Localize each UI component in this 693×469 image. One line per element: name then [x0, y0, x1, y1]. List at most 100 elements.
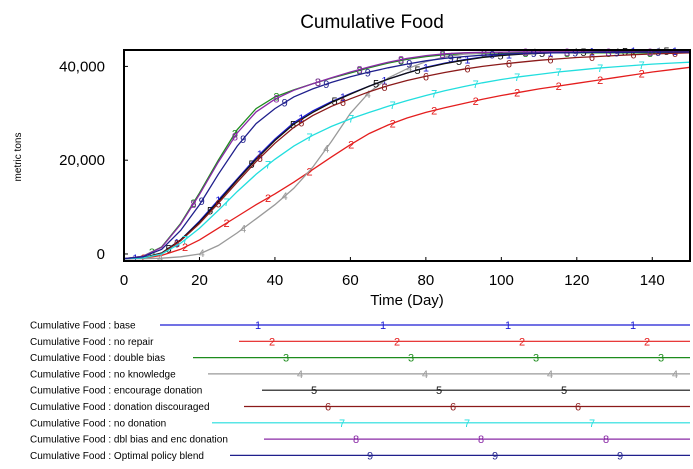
series-marker: 4 [157, 253, 163, 265]
series-marker: 6 [257, 153, 263, 165]
series-marker: 2 [473, 96, 479, 108]
series-7: 7 7 7 7 7 7 7 7 7 7 7 7 [123, 60, 691, 260]
legend-label: Cumulative Food : no donation [30, 418, 166, 429]
legend-marker: 3 [658, 353, 664, 365]
series-marker: 5 [415, 65, 421, 77]
legend-marker: 5 [561, 385, 567, 397]
series-marker: 2 [182, 242, 188, 254]
series-marker: 6 [506, 58, 512, 70]
legend-label: Cumulative Food : donation discouraged [30, 402, 210, 413]
series-marker: 6 [174, 238, 180, 250]
axes: 0 20 40 60 80 100 120 140 0 20,000 40,000 [59, 58, 665, 289]
legend-marker: 1 [505, 320, 511, 332]
series-marker: 8 [190, 199, 196, 211]
legend-marker: 7 [464, 418, 470, 430]
series-marker: 3 [356, 66, 362, 78]
series-marker: 6 [630, 50, 636, 62]
series-marker: 9 [448, 53, 454, 65]
series-marker: 4 [365, 89, 371, 101]
legend-item: Cumulative Food : base 1 1 1 1 [30, 320, 690, 332]
y-axis-label: metric tons [13, 133, 24, 182]
series-marker: 2 [390, 118, 396, 130]
series-marker: 7 [224, 197, 230, 209]
legend-marker: 2 [394, 336, 400, 348]
series-marker: 7 [265, 160, 271, 172]
series-line [123, 51, 690, 260]
legend-marker: 3 [283, 353, 289, 365]
series-6: 6 6 6 6 6 6 6 6 6 6 6 6 6 [123, 48, 691, 260]
legend-marker: 5 [436, 385, 442, 397]
legend-marker: 1 [630, 320, 636, 332]
legend-marker: 1 [255, 320, 261, 332]
series-marker: 2 [514, 88, 520, 100]
legend-marker: 9 [367, 450, 373, 462]
y-tick-label: 0 [97, 246, 105, 263]
series-line [123, 52, 690, 260]
series-line [123, 61, 691, 260]
legend-marker: 6 [575, 402, 581, 414]
series-marker: 3 [273, 91, 279, 103]
legend-marker: 9 [617, 450, 623, 462]
series-marker: 9 [489, 50, 495, 62]
legend-item: Cumulative Food : donation discouraged 6 6… [30, 402, 690, 414]
legend-marker: 3 [533, 353, 539, 365]
series-marker: 6 [547, 55, 553, 67]
series-marker: 5 [248, 159, 254, 171]
x-tick-label: 80 [418, 272, 435, 289]
series-marker: 7 [639, 60, 645, 72]
series-marker: 2 [348, 139, 354, 151]
legend-marker: 8 [478, 434, 484, 446]
series-marker: 7 [514, 72, 520, 84]
series-marker: 4 [282, 191, 288, 203]
legend-marker: 5 [311, 385, 317, 397]
legend-item: Cumulative Food : no repair 2 2 2 2 [30, 336, 690, 348]
legend-label: Cumulative Food : double bias [30, 353, 165, 364]
series-marker: 4 [406, 63, 412, 75]
series-marker: 4 [489, 48, 495, 60]
series-marker: 7 [348, 114, 354, 126]
series-marker: 6 [423, 71, 429, 83]
series-marker: 8 [481, 47, 487, 59]
series-marker: 2 [307, 167, 313, 179]
series-marker: 9 [240, 134, 246, 146]
legend-item: Cumulative Food : double bias 3 3 3 3 [30, 353, 690, 365]
legend-marker: 4 [547, 369, 553, 381]
series-marker: 7 [182, 235, 188, 247]
legend-label: Cumulative Food : no knowledge [30, 369, 176, 380]
series-marker: 8 [647, 47, 653, 59]
series-line [124, 50, 690, 260]
series-marker: 9 [199, 196, 205, 208]
legend-item: Cumulative Food : Optimal policy blend 9 9… [30, 450, 690, 462]
chart-title: Cumulative Food [300, 12, 444, 33]
legend-marker: 3 [408, 353, 414, 365]
plot-frame [123, 49, 691, 262]
series-marker: 6 [464, 64, 470, 76]
series-marker: 7 [473, 79, 479, 91]
legend-item: Cumulative Food : no donation 7 7 7 [30, 418, 690, 430]
x-tick-label: 100 [489, 272, 514, 289]
series-marker: 5 [498, 51, 504, 63]
series-marker: 3 [481, 48, 487, 60]
series-marker: 8 [315, 77, 321, 89]
series-marker: 3 [439, 50, 445, 62]
series-marker: 9 [614, 47, 620, 59]
series-9: 9 9 9 9 9 9 9 9 9 9 9 9 [123, 47, 690, 260]
series-marker: 5 [456, 56, 462, 68]
legend-marker: 2 [269, 336, 275, 348]
series-marker: 3 [605, 48, 611, 60]
series-marker: 2 [597, 75, 603, 87]
legend-marker: 8 [353, 434, 359, 446]
series-marker: 5 [290, 120, 296, 132]
series-marker: 8 [356, 65, 362, 77]
series-marker: 9 [572, 48, 578, 60]
x-tick-label: 40 [267, 272, 284, 289]
series-marker: 2 [265, 193, 271, 205]
series-marker: 7 [390, 100, 396, 112]
legend-label: Cumulative Food : encourage donation [30, 386, 202, 397]
series-marker: 6 [340, 97, 346, 109]
series-marker: 9 [282, 98, 288, 110]
